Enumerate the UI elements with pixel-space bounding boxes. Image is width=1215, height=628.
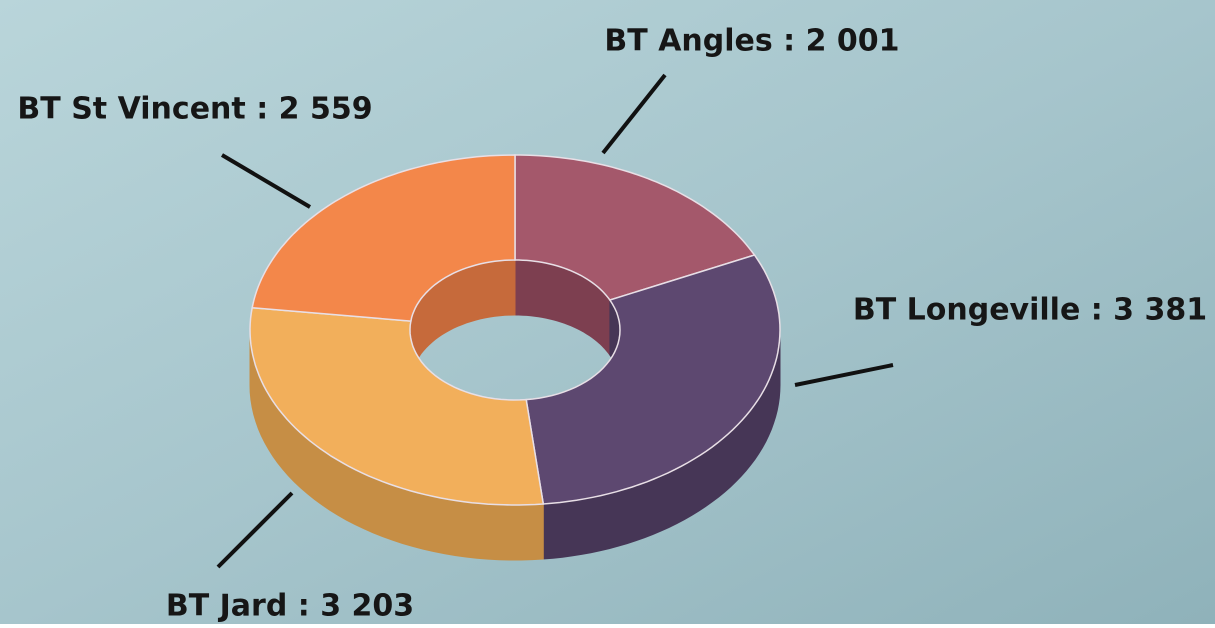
- slice-label: BT Angles : 2 001: [604, 24, 899, 59]
- slice-label: BT Jard : 3 203: [166, 589, 414, 624]
- page: BT Angles : 2 001 BT Longeville : 3 381 BT…: [0, 0, 1215, 624]
- slice-label: BT Longeville : 3 381: [853, 293, 1207, 328]
- slice-label: BT St Vincent : 2 559: [17, 92, 372, 127]
- chart: BT Angles : 2 001 BT Longeville : 3 381 BT…: [0, 0, 1215, 624]
